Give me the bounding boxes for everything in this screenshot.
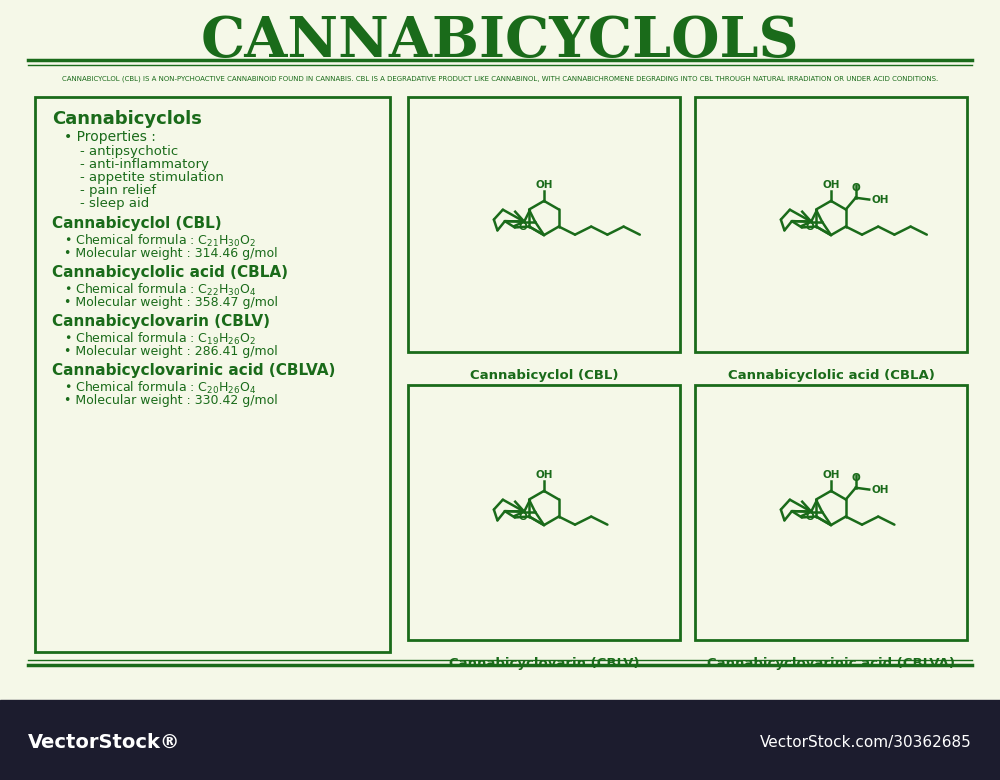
- Text: O: O: [851, 473, 860, 484]
- Text: VectorStock®: VectorStock®: [28, 732, 180, 751]
- Text: - pain relief: - pain relief: [80, 184, 156, 197]
- Text: CANNABICYCLOL (CBL) IS A NON-PYCHOACTIVE CANNABINOID FOUND IN CANNABIS. CBL IS A: CANNABICYCLOL (CBL) IS A NON-PYCHOACTIVE…: [62, 76, 938, 83]
- Bar: [695, 97, 967, 352]
- Text: • Molecular weight : 286.41 g/mol: • Molecular weight : 286.41 g/mol: [64, 345, 278, 358]
- Text: O: O: [519, 222, 527, 232]
- Text: O: O: [519, 512, 527, 522]
- Text: Cannabicyclovarin (CBLV): Cannabicyclovarin (CBLV): [52, 314, 270, 329]
- Text: - sleep aid: - sleep aid: [80, 197, 149, 210]
- Bar: [408, 385, 680, 640]
- Text: Cannabicyclovarinic acid (CBLVA): Cannabicyclovarinic acid (CBLVA): [52, 363, 335, 378]
- Text: Cannabicyclovarin (CBLV): Cannabicyclovarin (CBLV): [449, 657, 639, 669]
- Text: Cannabicyclols: Cannabicyclols: [52, 110, 202, 128]
- Text: OH: OH: [871, 484, 889, 495]
- Bar: [408, 97, 680, 352]
- Text: CANNABICYCLOLS: CANNABICYCLOLS: [201, 15, 799, 69]
- Text: Cannabicyclolic acid (CBLA): Cannabicyclolic acid (CBLA): [52, 265, 288, 280]
- Text: - antipsychotic: - antipsychotic: [80, 145, 178, 158]
- Text: • Molecular weight : 314.46 g/mol: • Molecular weight : 314.46 g/mol: [64, 247, 278, 260]
- Text: • Properties :: • Properties :: [64, 130, 156, 144]
- Text: Cannabicyclovarinic acid (CBLVA): Cannabicyclovarinic acid (CBLVA): [707, 657, 955, 669]
- Text: O: O: [806, 222, 814, 232]
- Text: • Chemical formula : C$_{20}$H$_{26}$O$_4$: • Chemical formula : C$_{20}$H$_{26}$O$_…: [64, 380, 256, 396]
- Bar: [0, 700, 1000, 780]
- Text: VectorStock.com/30362685: VectorStock.com/30362685: [760, 735, 972, 750]
- Text: OH: OH: [871, 194, 889, 204]
- Text: • Chemical formula : C$_{21}$H$_{30}$O$_2$: • Chemical formula : C$_{21}$H$_{30}$O$_…: [64, 233, 256, 249]
- Text: • Molecular weight : 358.47 g/mol: • Molecular weight : 358.47 g/mol: [64, 296, 278, 309]
- Text: • Chemical formula : C$_{22}$H$_{30}$O$_4$: • Chemical formula : C$_{22}$H$_{30}$O$_…: [64, 282, 256, 298]
- Text: OH: OH: [822, 470, 840, 480]
- Bar: [695, 385, 967, 640]
- Text: O: O: [806, 512, 814, 522]
- Text: - appetite stimulation: - appetite stimulation: [80, 171, 224, 184]
- Text: • Chemical formula : C$_{19}$H$_{26}$O$_2$: • Chemical formula : C$_{19}$H$_{26}$O$_…: [64, 331, 256, 347]
- Text: - anti-inflammatory: - anti-inflammatory: [80, 158, 209, 171]
- Text: Cannabicyclol (CBL): Cannabicyclol (CBL): [52, 216, 222, 231]
- Text: • Molecular weight : 330.42 g/mol: • Molecular weight : 330.42 g/mol: [64, 394, 278, 407]
- Bar: [35, 97, 390, 652]
- Text: OH: OH: [535, 179, 553, 190]
- Text: OH: OH: [535, 470, 553, 480]
- Text: Cannabicyclol (CBL): Cannabicyclol (CBL): [470, 368, 618, 381]
- Text: O: O: [851, 183, 860, 193]
- Text: OH: OH: [822, 179, 840, 190]
- Text: Cannabicyclolic acid (CBLA): Cannabicyclolic acid (CBLA): [728, 368, 934, 381]
